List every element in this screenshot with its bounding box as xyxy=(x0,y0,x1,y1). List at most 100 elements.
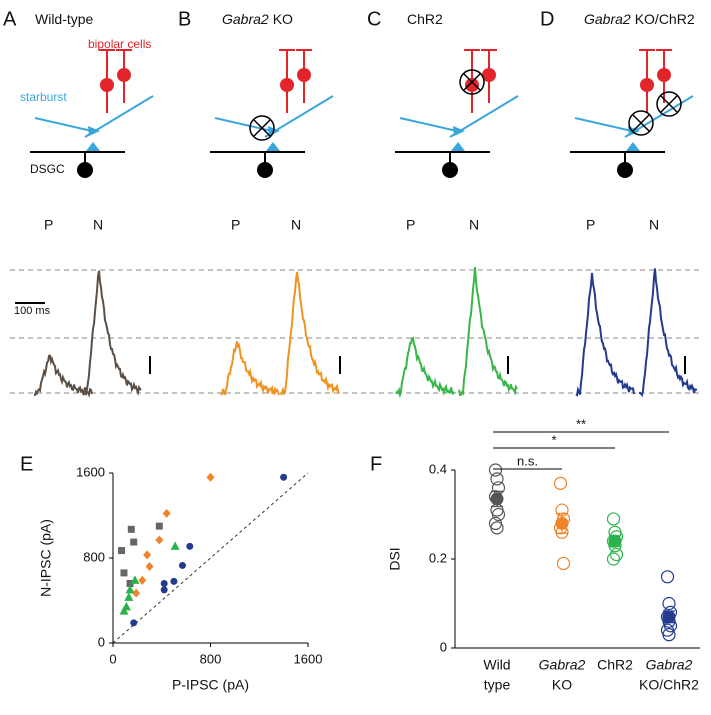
dashed-guides xyxy=(10,269,700,394)
schematic xyxy=(210,49,334,178)
point xyxy=(662,628,676,642)
point xyxy=(160,586,168,594)
bipolar-soma xyxy=(640,78,654,92)
point xyxy=(490,472,504,486)
point xyxy=(127,525,135,533)
title-part: KO/ChR2 xyxy=(635,11,695,27)
starburst-dendrite xyxy=(399,117,458,132)
schematic xyxy=(30,49,154,178)
point xyxy=(280,473,288,481)
panel-letter: F xyxy=(370,453,382,475)
point xyxy=(118,547,126,555)
y-tick-label: 800 xyxy=(83,549,105,564)
significance-label: n.s. xyxy=(517,453,538,468)
schematic xyxy=(395,49,519,178)
knockout-cross xyxy=(253,119,271,137)
knockout-cross xyxy=(463,73,481,91)
knockout-circle xyxy=(249,115,275,141)
starburst-synapse xyxy=(86,142,100,151)
starburst-synapse xyxy=(451,142,465,151)
panel-title: Gabra2 KO xyxy=(222,11,293,27)
bipolar-soma xyxy=(280,78,294,92)
current-trace xyxy=(639,268,697,398)
starburst-dendrite xyxy=(34,117,93,132)
starburst-synapse xyxy=(626,142,640,151)
panel-letter: A xyxy=(3,8,17,30)
point xyxy=(155,535,164,545)
trace-label: P xyxy=(44,217,53,233)
point xyxy=(120,569,128,577)
point xyxy=(606,512,621,526)
point xyxy=(206,472,215,482)
starburst-label: starburst xyxy=(20,90,67,104)
bipolar-soma xyxy=(657,68,671,82)
point xyxy=(138,575,147,585)
point xyxy=(556,556,571,571)
panel-title: Wild-type xyxy=(35,11,94,27)
knockout-circle xyxy=(459,69,485,95)
trace-label: N xyxy=(93,217,103,233)
title-part: Gabra2 xyxy=(222,11,269,27)
title-part: ChR2 xyxy=(407,11,443,27)
x-tick-label: ChR2 xyxy=(597,657,633,673)
current-trace xyxy=(280,271,340,396)
point xyxy=(488,463,503,477)
y-tick-label: 0.4 xyxy=(429,461,447,476)
point xyxy=(609,547,624,562)
trace-label: N xyxy=(291,217,301,233)
x-tick-label: type xyxy=(484,677,511,693)
knockout-cross xyxy=(632,114,650,132)
mean-marker xyxy=(608,534,622,548)
point xyxy=(662,596,676,611)
starburst-arrow xyxy=(453,126,465,136)
dsgc-soma xyxy=(257,162,273,178)
x-axis-label: P-IPSC (pA) xyxy=(172,677,249,693)
x-tick-label: 0 xyxy=(109,651,116,666)
point xyxy=(660,570,675,584)
point xyxy=(186,542,194,550)
bipolar-soma xyxy=(100,78,114,92)
y-tick-label: 0 xyxy=(440,639,447,654)
panel-letter: B xyxy=(178,8,191,30)
current-trace xyxy=(34,354,93,398)
x-tick-label: 1600 xyxy=(294,651,323,666)
point xyxy=(130,575,140,584)
dsgc-soma xyxy=(617,162,633,178)
mean-marker xyxy=(555,516,569,530)
x-tick-label: Gabra2 xyxy=(539,657,586,673)
title-part: KO xyxy=(273,11,293,27)
trace-label: P xyxy=(406,217,415,233)
knockout-circle xyxy=(656,91,682,117)
point xyxy=(170,577,178,585)
bipolar-soma xyxy=(482,68,496,82)
panel-letter: D xyxy=(540,8,554,30)
point xyxy=(491,507,506,522)
point xyxy=(126,580,134,587)
x-tick-label: Wild xyxy=(483,657,510,673)
x-tick-label: KO xyxy=(552,677,572,693)
point xyxy=(178,561,186,569)
point xyxy=(162,508,171,518)
y-tick-label: 1600 xyxy=(76,464,105,479)
time-scale-label: 100 ms xyxy=(14,305,51,317)
current-trace xyxy=(458,267,518,397)
trace-label: N xyxy=(469,217,479,233)
point xyxy=(130,619,138,627)
significance-label: * xyxy=(551,432,556,447)
identity-line xyxy=(112,472,309,644)
bipolar-label: bipolar cells xyxy=(88,37,151,51)
point xyxy=(606,552,621,566)
current-trace xyxy=(220,341,280,396)
current-trace xyxy=(395,336,455,399)
dsgc-soma xyxy=(77,162,93,178)
point xyxy=(121,601,131,611)
trace-label: P xyxy=(231,217,240,233)
knockout-circle xyxy=(628,110,654,136)
panel-letter: E xyxy=(20,453,33,475)
bipolar-soma xyxy=(465,78,479,92)
point xyxy=(145,562,154,571)
title-part: Gabra2 xyxy=(584,11,631,27)
starburst-dendrite xyxy=(574,117,633,132)
bipolar-soma xyxy=(297,68,311,82)
current-trace xyxy=(82,270,142,397)
